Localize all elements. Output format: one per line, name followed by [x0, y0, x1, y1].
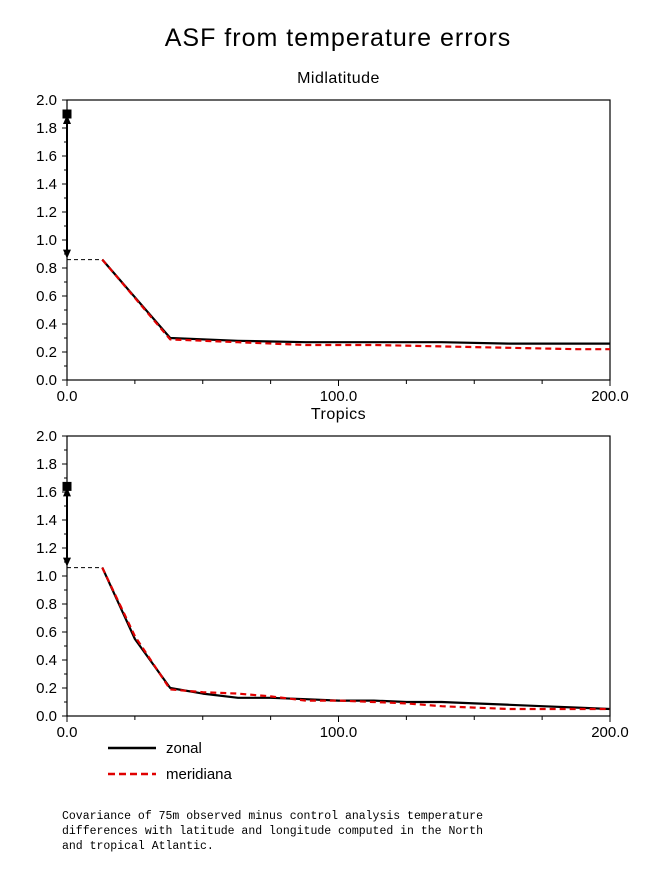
x-tick-label: 100.0: [320, 724, 358, 741]
y-tick-label: 1.6: [36, 484, 57, 501]
y-tick-label: 0.4: [36, 652, 57, 669]
figure-caption: Covariance of 75m observed minus control…: [62, 810, 483, 853]
x-tick-label: 0.0: [57, 388, 78, 405]
chart-panel-1: Midlatitude 0.0 0.2 0.4 0.6 0.8 1.0 1.2 1.4 1.6 1.…: [36, 70, 629, 405]
arrow-head-down: [63, 557, 71, 567]
series-line-meridiana: [101, 258, 610, 351]
y-tick-label: 1.2: [36, 540, 57, 557]
arrow-head-down: [63, 249, 71, 259]
legend-label: meridiana: [166, 766, 233, 783]
chart-panel-2: Tropics 0.0 0.2 0.4 0.6 0.8 1.0 1.2 1.4 1.6 1.8 2.0…: [36, 406, 629, 741]
y-tick-label: 1.8: [36, 120, 57, 137]
x-tick-label: 200.0: [591, 388, 629, 405]
panel-title: Midlatitude: [297, 70, 380, 87]
series-line-zonal: [101, 258, 610, 345]
y-tick-label: 1.4: [36, 176, 57, 193]
y-tick-label: 0.2: [36, 680, 57, 697]
y-tick-label: 2.0: [36, 428, 57, 445]
x-tick-label: 200.0: [591, 724, 629, 741]
arrow-head-up: [63, 487, 71, 497]
y-tick-label: 0.0: [36, 708, 57, 725]
y-tick-label: 2.0: [36, 92, 57, 109]
y-tick-label: 0.4: [36, 316, 57, 333]
series-line-zonal: [101, 567, 611, 711]
y-tick-label: 1.6: [36, 148, 57, 165]
y-tick-label: 0.0: [36, 372, 57, 389]
plot-frame: [66, 435, 611, 717]
variance-marker: [62, 109, 72, 119]
legend-label: zonal: [166, 740, 202, 757]
x-tick-label: 0.0: [57, 724, 78, 741]
y-tick-label: 1.0: [36, 232, 57, 249]
y-tick-label: 0.8: [36, 260, 57, 277]
arrow-head-up: [63, 115, 71, 124]
plot-frame: [66, 99, 611, 381]
y-tick-label: 0.8: [36, 596, 57, 613]
y-tick-label: 0.6: [36, 624, 57, 641]
panel-title: Tropics: [311, 406, 366, 423]
legend: zonal meridiana: [108, 740, 233, 783]
y-tick-label: 1.8: [36, 456, 57, 473]
variance-marker: [62, 481, 72, 491]
y-tick-label: 1.0: [36, 568, 57, 585]
y-tick-label: 1.2: [36, 204, 57, 221]
x-tick-label: 100.0: [320, 388, 358, 405]
y-tick-label: 0.2: [36, 344, 57, 361]
chart-panels: Midlatitude 0.0 0.2 0.4 0.6 0.8 1.0 1.2 1.4 1.6 1.…: [36, 70, 629, 741]
chart-title: ASF from temperature errors: [165, 24, 512, 52]
y-tick-label: 1.4: [36, 512, 57, 529]
y-tick-label: 0.6: [36, 288, 57, 305]
series-line-meridiana: [101, 567, 610, 711]
